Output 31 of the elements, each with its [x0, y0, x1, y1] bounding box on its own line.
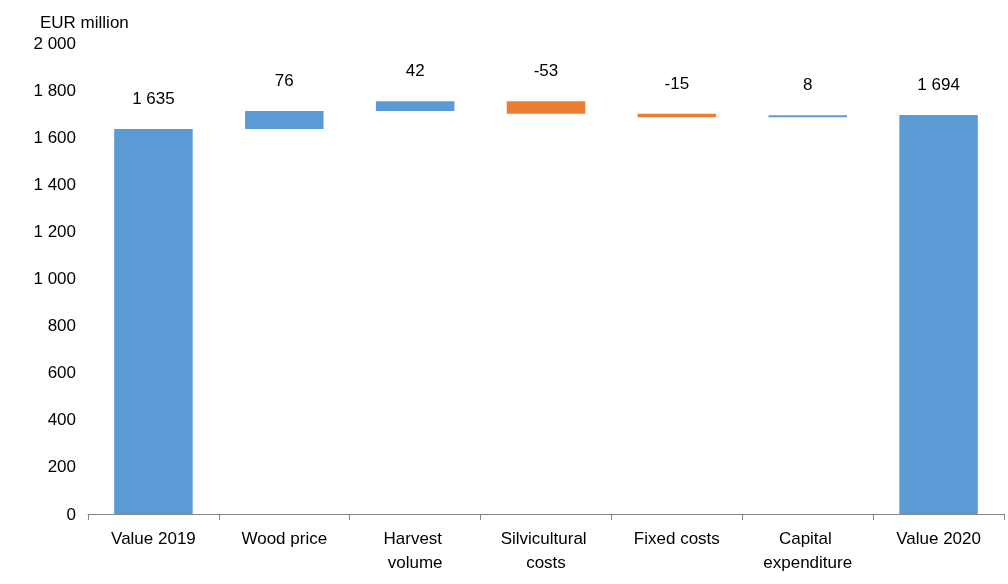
data-label: 8	[802, 75, 813, 95]
data-label: -15	[664, 73, 690, 93]
bar	[375, 101, 455, 112]
y-tick-label: 1 000	[33, 269, 76, 288]
data-label: 1 694	[917, 75, 960, 95]
data-label: 76	[274, 71, 294, 91]
y-tick-label: 200	[47, 457, 76, 477]
y-tick-label: 0	[66, 504, 76, 524]
bar	[506, 101, 586, 114]
y-tick-label: 1 800	[33, 80, 76, 100]
bar	[245, 111, 324, 129]
y-tick-label: 1 200	[33, 221, 76, 241]
data-label: 1 635	[132, 88, 175, 108]
y-tick-label: 1 600	[33, 127, 76, 147]
y-tick-label: 2 000	[33, 33, 76, 53]
x-tick-label: Fixed costs	[633, 528, 720, 548]
x-tick-label: Capital expenditure	[763, 528, 853, 572]
y-tick-label: 1 400	[33, 174, 76, 194]
x-tick-label: Value 2020	[896, 528, 981, 548]
x-tick-label: Silvicultural costs	[500, 528, 592, 572]
y-axis-title: EUR million	[40, 13, 129, 32]
y-tick-label: 600	[47, 363, 76, 383]
data-label: 42	[405, 61, 425, 81]
x-tick-label: Value 2019	[111, 528, 196, 548]
bar	[114, 128, 193, 514]
x-tick-label: Harvest volume	[383, 528, 447, 572]
x-tick-label: Wood price	[241, 528, 328, 548]
y-tick-label: 800	[47, 316, 76, 336]
data-label: -53	[533, 61, 559, 81]
bar	[899, 115, 978, 514]
y-tick-label: 400	[47, 410, 76, 430]
